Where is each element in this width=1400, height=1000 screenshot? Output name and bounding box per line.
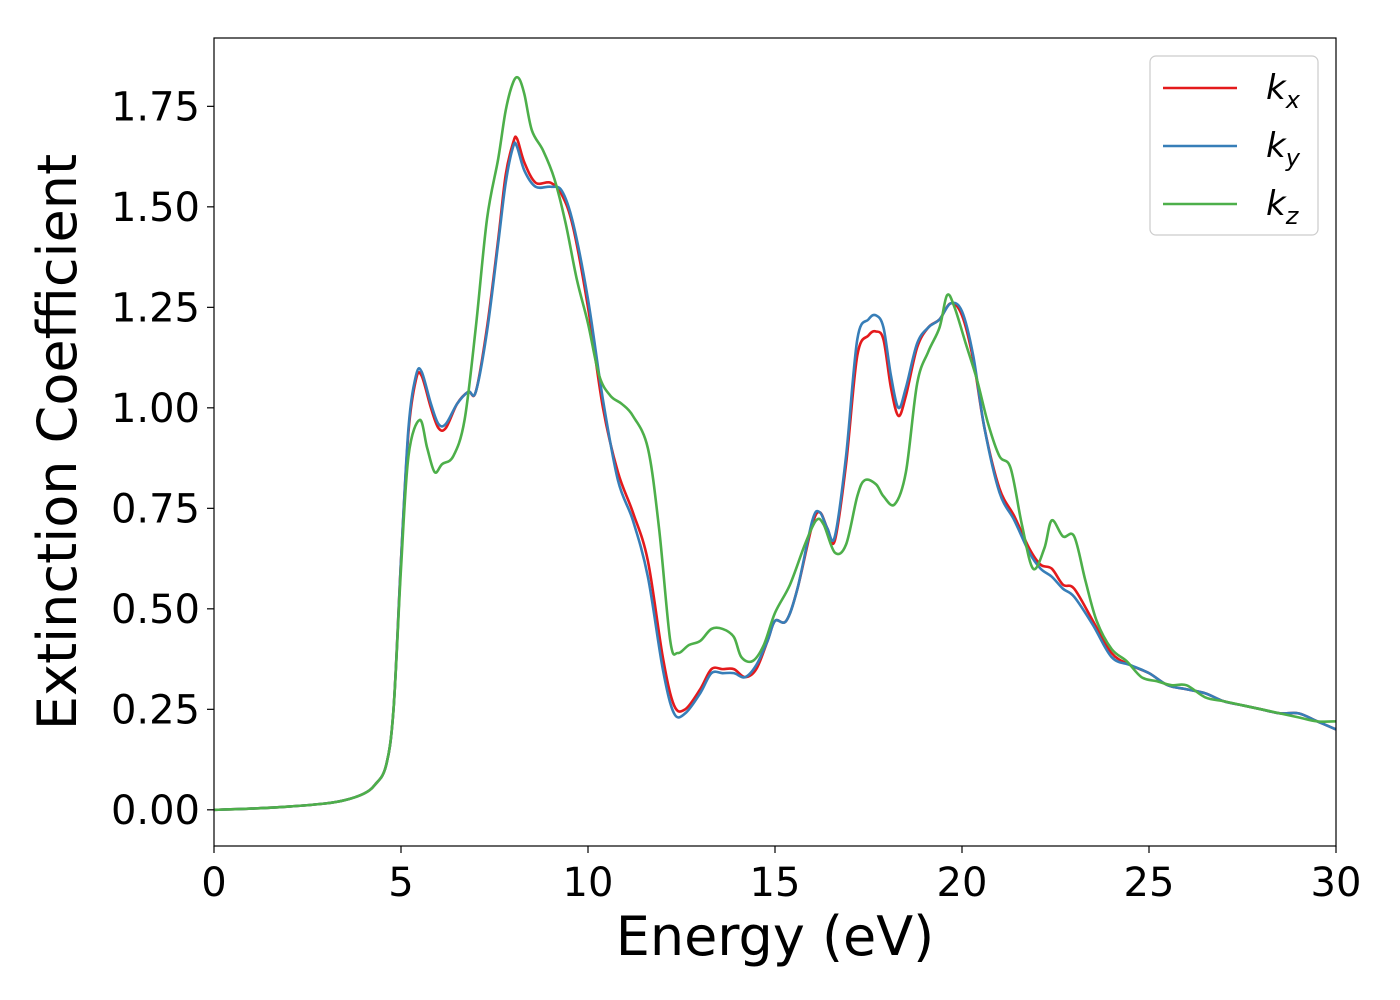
series-line-x [214,135,1336,812]
y-axis-title: Extinction Coefficient [26,154,89,730]
x-tick-label: 5 [388,860,413,906]
x-tick-label: 20 [937,860,988,906]
y-tick-label: 0.50 [111,587,200,633]
y-tick-label: 0.75 [111,486,200,532]
plot-lines [214,75,1336,812]
x-axis: 0 5 10 15 20 25 30 [201,846,1361,906]
y-tick-label: 0.25 [111,687,200,733]
legend-label-y: ky [1266,126,1301,172]
y-tick-label: 1.25 [111,285,200,331]
x-tick-label: 30 [1311,860,1362,906]
legend-label-x: kx [1266,68,1301,114]
x-axis-title: Energy (eV) [616,905,935,968]
x-tick-label: 15 [750,860,801,906]
legend-label-z: kz [1266,184,1300,230]
series-line-z [214,75,1336,812]
y-axis: 0.00 0.25 0.50 0.75 1.00 1.25 1.50 1.75 [111,84,214,834]
y-tick-label: 1.00 [111,386,200,432]
x-tick-label: 25 [1124,860,1175,906]
y-tick-label: 0.00 [111,788,200,834]
y-tick-label: 1.75 [111,84,200,130]
x-tick-label: 10 [563,860,614,906]
x-tick-label: 0 [201,860,226,906]
series-line-y [214,141,1336,812]
y-tick-label: 1.50 [111,185,200,231]
legend: kx ky kz [1149,55,1319,236]
